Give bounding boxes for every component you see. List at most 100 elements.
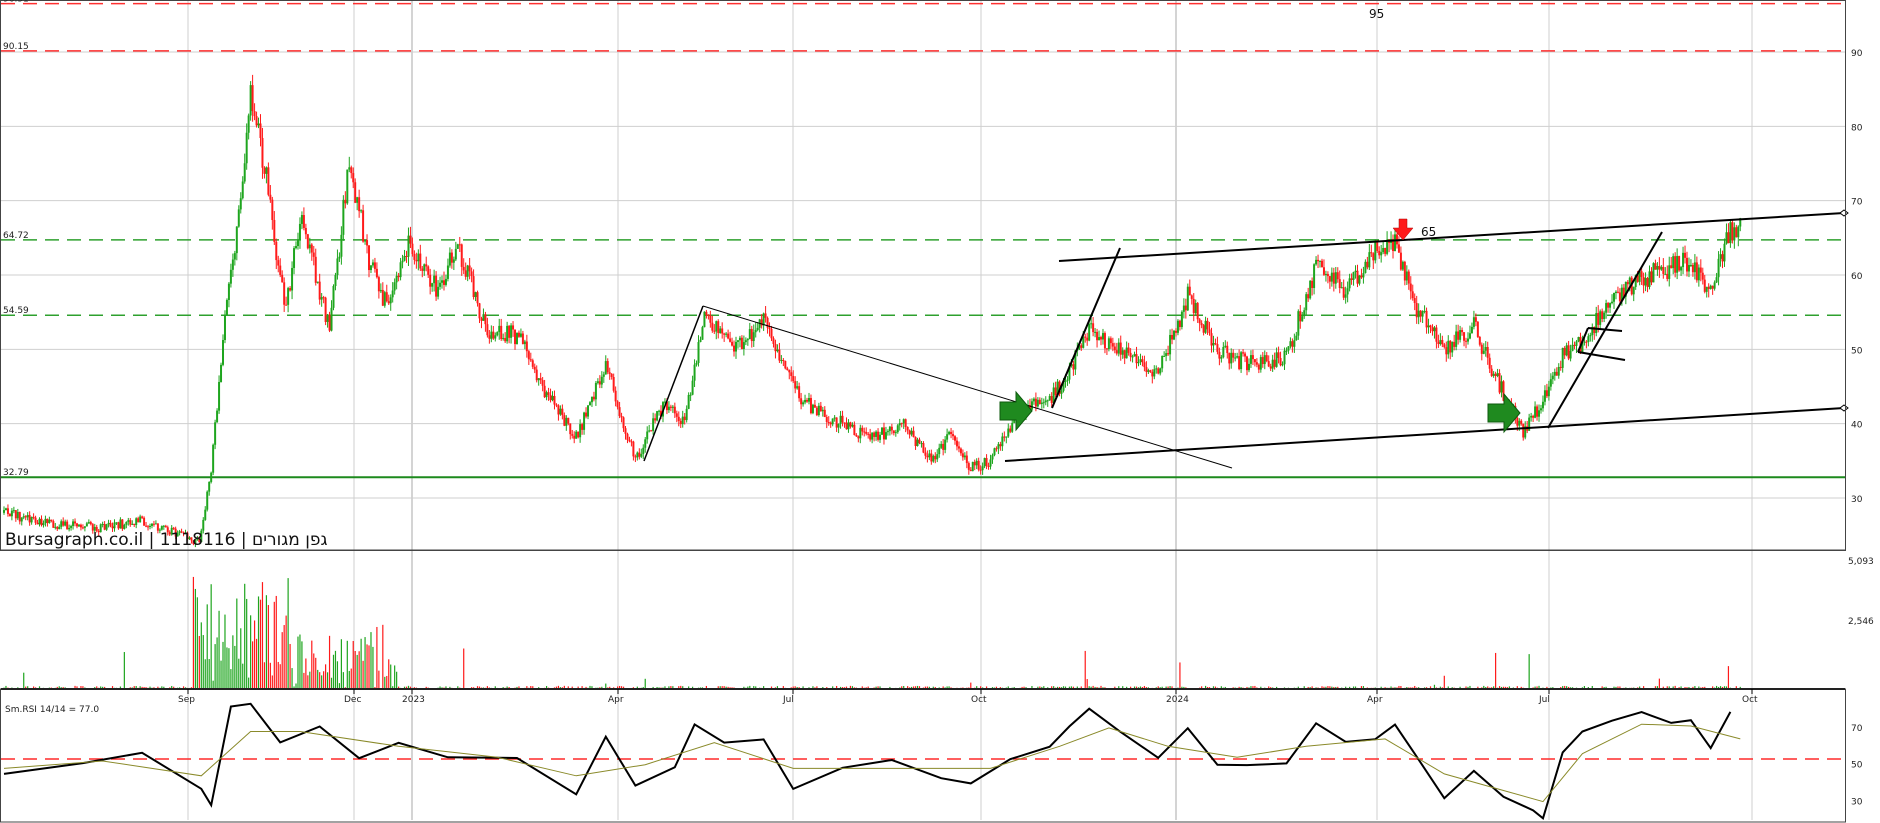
candle-body [1220, 357, 1223, 359]
level-label: 96.51 [3, 0, 29, 5]
volume-bar [141, 686, 143, 689]
candle-body [1607, 303, 1610, 308]
candle-body [409, 235, 412, 244]
volume-bar [1739, 686, 1741, 689]
volume-bar [889, 686, 891, 689]
candle-body [1100, 337, 1103, 340]
volume-bar [476, 686, 479, 689]
candle-body [295, 246, 298, 249]
candle-body [1666, 273, 1669, 279]
candle-body [393, 282, 396, 291]
candle-body [920, 443, 923, 445]
candle-body [1583, 341, 1586, 343]
candle-body [1433, 327, 1436, 332]
candle-body [754, 329, 757, 333]
candle-body [1461, 330, 1464, 333]
volume-bar [1214, 686, 1217, 689]
candle-body [640, 453, 643, 457]
x-tick-label: Apr [608, 695, 624, 705]
volume-bar [257, 596, 260, 689]
volume-bar [252, 641, 254, 689]
candle-body [1614, 291, 1617, 294]
candle-body [1346, 288, 1349, 295]
candle-body [527, 351, 530, 360]
candle-body [1539, 408, 1542, 411]
candle-body [93, 526, 96, 531]
volume-bar [1212, 686, 1215, 689]
volume-bar [390, 664, 392, 689]
candle-body [62, 521, 65, 526]
candle-body [1445, 347, 1448, 355]
candle-body [216, 410, 219, 423]
candle-body [504, 337, 507, 342]
volume-bar [248, 677, 250, 689]
volume-bar [875, 686, 877, 689]
volume-bar [1477, 686, 1479, 689]
candle-body [241, 181, 244, 199]
candle-body [336, 258, 339, 276]
volume-bar [157, 686, 159, 689]
candle-body [1587, 336, 1590, 343]
candle-body [1297, 311, 1300, 336]
volume-bar [1568, 686, 1570, 689]
volume-bar [1495, 652, 1497, 689]
green-arrow-icon [1487, 392, 1521, 434]
candle-body [796, 386, 799, 389]
candle-body [654, 418, 657, 421]
candle-body [1040, 402, 1043, 405]
candle-body [1107, 338, 1110, 349]
level-label: 32.79 [3, 468, 29, 478]
volume-bar [1133, 686, 1136, 689]
volume-bar [516, 686, 518, 689]
candle-body [251, 85, 254, 112]
candle-body [1244, 353, 1247, 357]
volume-bar [910, 686, 913, 689]
volume-bar [1354, 686, 1357, 689]
candle-body [352, 173, 355, 183]
candle-body [1174, 330, 1177, 333]
candle-body [1459, 330, 1462, 340]
candle-body [3, 510, 5, 513]
candle-body [101, 524, 104, 526]
candle-body [774, 343, 777, 352]
candle-body [575, 431, 578, 439]
volume-bar [291, 668, 293, 689]
candle-body [1171, 334, 1174, 340]
volume-bar [1007, 686, 1009, 689]
candle-body [1078, 345, 1081, 350]
volume-bar [1092, 685, 1094, 689]
candle-body [397, 275, 400, 278]
signal-arrows [999, 218, 1521, 434]
red-down-arrow-icon [1392, 218, 1414, 241]
volume-bar [664, 686, 666, 689]
candle-body [1030, 401, 1033, 410]
volume-bar [1130, 686, 1132, 689]
volume-bar [985, 686, 988, 689]
volume-bar [555, 686, 558, 689]
candle-body [940, 443, 943, 448]
volume-bar [275, 595, 277, 689]
volume-bar [338, 683, 341, 689]
candle-body [979, 469, 982, 471]
volume-bar [585, 686, 587, 689]
x-axis: Sep Dec 2023 Apr Jul Oct 2024 Apr Jul Oct [178, 689, 1758, 705]
volume-bar [1656, 686, 1659, 689]
candle-body [1224, 345, 1227, 347]
volume-bar [1039, 686, 1041, 689]
candle-body [760, 319, 763, 326]
candle-body [1565, 345, 1568, 356]
candle-body [1547, 386, 1550, 397]
candle-body [835, 417, 838, 428]
volume-bar [1327, 686, 1329, 689]
candle-body [95, 526, 98, 531]
volume-bar [1717, 686, 1720, 689]
volume-bar [1429, 686, 1432, 689]
volume-bar [486, 686, 488, 689]
candle-body [881, 427, 883, 435]
candle-body [275, 241, 278, 261]
candle-body [54, 526, 57, 528]
candle-body [841, 415, 844, 423]
candle-body [1060, 390, 1063, 394]
candle-body [768, 327, 771, 329]
volume-bar [1311, 686, 1313, 689]
